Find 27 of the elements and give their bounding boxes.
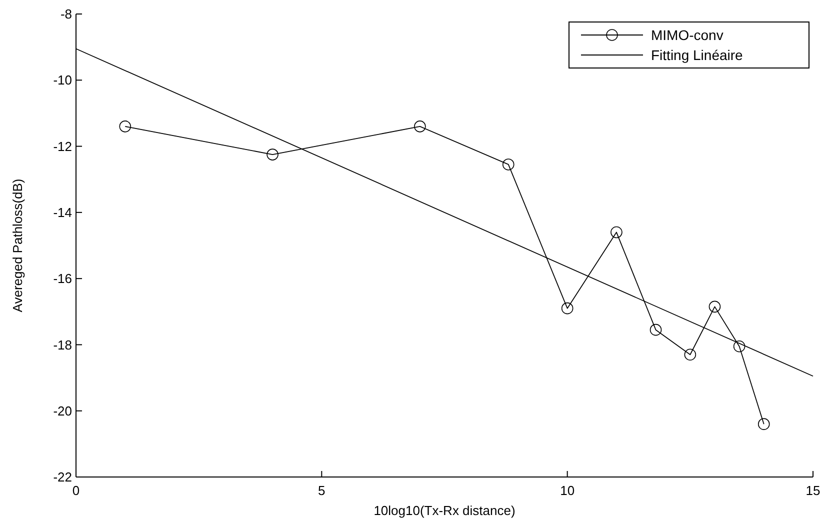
y-axis-title: Avereged Pathloss(dB) — [10, 178, 25, 312]
x-tick-label: 10 — [560, 483, 575, 498]
y-tick-label: -10 — [53, 72, 72, 88]
point — [414, 120, 426, 132]
y-tick-label: -20 — [53, 403, 72, 418]
point — [684, 348, 696, 361]
y-tick-label: -16 — [53, 271, 72, 286]
y-tick-label: -22 — [53, 470, 72, 485]
point — [119, 120, 132, 132]
legend-label: Fitting Linéaire — [651, 46, 744, 63]
x-tick-label: 15 — [806, 483, 820, 498]
legend-label: MIMO-conv — [651, 26, 724, 43]
y-tick-label: -14 — [53, 204, 72, 220]
point — [502, 158, 514, 170]
point — [610, 226, 622, 238]
x-axis-title: 10log10(Tx-Rx distance) — [374, 503, 516, 518]
y-tick-label: -12 — [53, 138, 72, 154]
x-tick-label: 5 — [318, 483, 326, 498]
point — [708, 300, 721, 313]
point — [758, 418, 770, 430]
point — [733, 340, 746, 352]
y-tick-label: -8 — [60, 6, 72, 22]
x-tick-label: 0 — [72, 483, 80, 498]
point — [561, 302, 574, 314]
y-tick-label: -18 — [53, 337, 72, 352]
point — [266, 148, 278, 160]
point — [650, 324, 662, 336]
